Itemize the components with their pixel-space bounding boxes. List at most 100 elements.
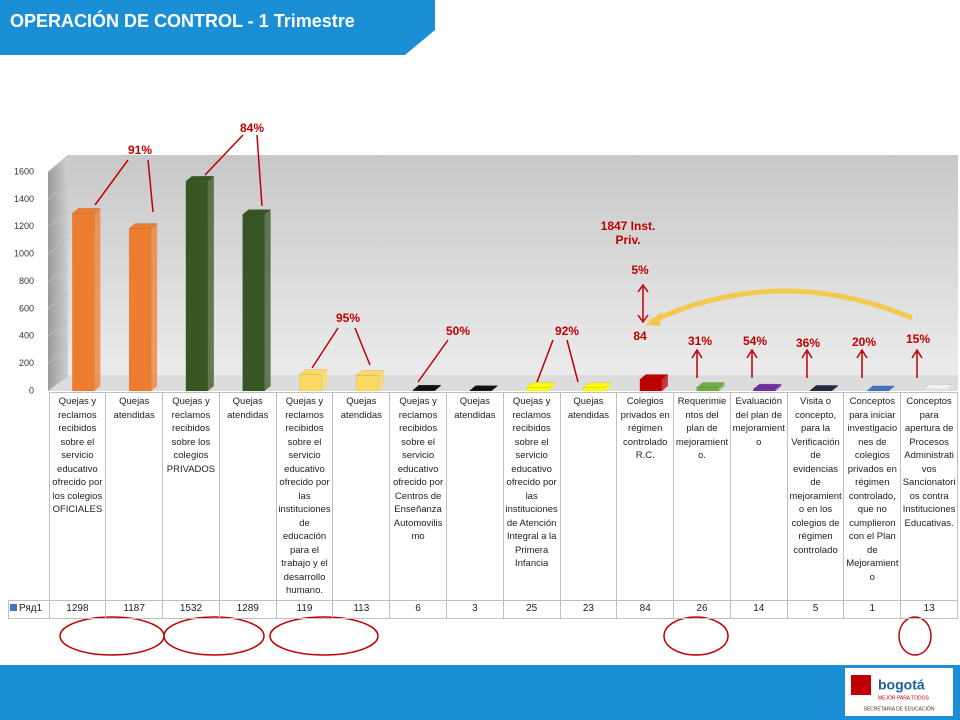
highlight bbox=[663, 616, 729, 656]
value-label: 3 bbox=[445, 599, 504, 619]
callouts bbox=[59, 134, 932, 656]
bar-side bbox=[491, 385, 498, 391]
bar-side bbox=[661, 374, 668, 391]
y-tick-label: 1600 bbox=[14, 166, 34, 176]
bar bbox=[185, 181, 209, 392]
annotation: 92% bbox=[554, 324, 580, 338]
category-label: Evaluación del plan de mejoramiento bbox=[729, 392, 788, 601]
bar-side bbox=[548, 382, 555, 391]
grid-line bbox=[47, 265, 69, 282]
bar bbox=[299, 374, 322, 392]
category-label: Quejas y reclamos recibidos sobre el ser… bbox=[48, 392, 107, 601]
logo-emblem bbox=[851, 675, 871, 695]
header-band bbox=[0, 0, 435, 55]
bar-side bbox=[321, 369, 328, 391]
callout-line bbox=[94, 159, 154, 213]
value-label: 13 bbox=[900, 599, 958, 619]
curved-arrow bbox=[648, 288, 913, 325]
y-tick-label: 1000 bbox=[14, 249, 34, 259]
value-label: 1289 bbox=[218, 599, 277, 619]
bar bbox=[696, 387, 719, 392]
annotation: 31% bbox=[687, 334, 713, 348]
category-label: Quejas y reclamos recibidos sobre el ser… bbox=[275, 392, 334, 601]
logo-slogan: MEJOR PARA TODOS bbox=[878, 695, 930, 701]
callout-line bbox=[417, 339, 449, 383]
value-label: 5 bbox=[786, 599, 845, 619]
bar-side bbox=[434, 385, 441, 391]
category-label: Quejas atendidas bbox=[218, 392, 277, 601]
back-wall bbox=[48, 155, 958, 391]
callout-line bbox=[311, 327, 371, 369]
annotation: 95% bbox=[335, 311, 361, 325]
category-label: Requerimientos del plan de mejoramiento. bbox=[673, 392, 731, 601]
bar-side bbox=[151, 223, 158, 391]
callout-line bbox=[536, 339, 579, 383]
grid-line bbox=[47, 237, 69, 255]
annotation: 84 bbox=[633, 329, 647, 343]
bar bbox=[526, 387, 549, 392]
value-label: 6 bbox=[389, 599, 447, 619]
category-label: Visita o concepto, para la Verificación … bbox=[786, 392, 845, 601]
value-label: 25 bbox=[502, 599, 561, 619]
value-label: 1532 bbox=[162, 599, 220, 619]
bar-side bbox=[718, 382, 725, 391]
bar-side bbox=[775, 384, 782, 391]
category-label: Quejas y reclamos recibidos sobre el ser… bbox=[389, 392, 447, 601]
bar-side bbox=[605, 382, 612, 391]
bar-side bbox=[888, 385, 895, 391]
highlight bbox=[163, 616, 265, 656]
y-tick-label: 400 bbox=[19, 331, 34, 341]
annotation: 84% bbox=[239, 121, 265, 135]
value-label: 14 bbox=[729, 599, 788, 619]
legend-label: Ряд1 bbox=[19, 603, 43, 615]
value-label: 23 bbox=[559, 599, 618, 619]
bar bbox=[242, 214, 265, 392]
callout-line bbox=[204, 134, 263, 207]
category-label: Colegios privados en régimen controlado … bbox=[616, 392, 675, 601]
category-row: Quejas y reclamos recibidos sobre el ser… bbox=[9, 392, 958, 601]
category-label: Quejas atendidas bbox=[445, 392, 504, 601]
legend-swatch bbox=[10, 604, 17, 612]
title: OPERACIÓN DE CONTROL - 1 Trimestre bbox=[10, 10, 355, 31]
category-label: Quejas atendidas bbox=[559, 392, 618, 601]
bar bbox=[355, 375, 379, 392]
arrow-head bbox=[645, 312, 662, 326]
bar bbox=[582, 387, 606, 392]
logo-office: SECRETARÍA DE EDUCACIÓN bbox=[863, 705, 934, 712]
category-label: Quejas y reclamos recibidos sobre el ser… bbox=[502, 392, 561, 601]
grid-line bbox=[47, 319, 69, 337]
category-label: Quejas atendidas bbox=[332, 392, 391, 601]
data-table: Quejas y reclamos recibidos sobre el ser… bbox=[8, 392, 958, 619]
plot: 0 200 400 600 800 1000 1200 1400 1600 bbox=[14, 155, 953, 395]
bar-side bbox=[832, 385, 839, 391]
annotation: 15% bbox=[905, 332, 931, 346]
bar bbox=[923, 388, 946, 392]
bar bbox=[412, 389, 436, 392]
category-label: Conceptos para apertura de Procesos Admi… bbox=[900, 392, 958, 601]
category-label: Quejas y reclamos recibidos sobre los co… bbox=[162, 392, 220, 601]
annotation: 5% bbox=[631, 263, 649, 277]
bar-side bbox=[264, 209, 271, 391]
floor bbox=[48, 375, 958, 391]
bar bbox=[639, 379, 663, 392]
bar-side bbox=[378, 370, 385, 391]
annotation: 20% bbox=[851, 335, 877, 349]
category-label: Conceptos para iniciar investigaciones d… bbox=[843, 392, 902, 601]
annotation: 36% bbox=[795, 336, 821, 350]
annotation: 1847 Inst. Priv. bbox=[600, 219, 656, 247]
bar-side bbox=[945, 384, 952, 391]
y-tick-label: 0 bbox=[29, 385, 34, 395]
value-label: 26 bbox=[673, 599, 731, 619]
grid-line bbox=[47, 182, 69, 200]
footer-band bbox=[0, 665, 960, 720]
annotation: 91% bbox=[127, 143, 153, 157]
bar bbox=[128, 228, 152, 392]
y-tick-label: 1400 bbox=[14, 194, 34, 204]
y-tick-label: 1200 bbox=[14, 221, 34, 231]
value-row: Ряд1 1298 1187 1532 1289 119 113 6 3 25 23 84 26 14 5 1… bbox=[8, 599, 958, 619]
highlight bbox=[269, 616, 379, 656]
grid-line bbox=[47, 292, 69, 310]
grid-line bbox=[47, 347, 69, 365]
